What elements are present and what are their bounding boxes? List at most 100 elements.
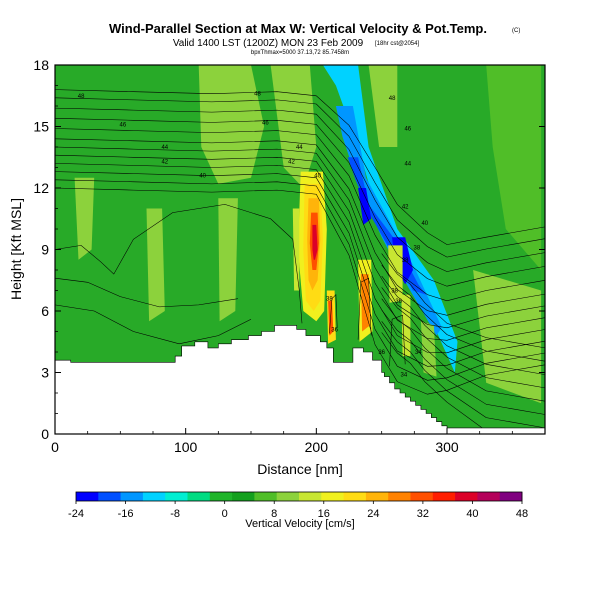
contour-label: 42 xyxy=(161,159,168,165)
contour-label: 48 xyxy=(389,96,396,102)
chart-subtitle: Valid 1400 LST (1200Z) MON 23 Feb 2009 xyxy=(173,38,364,49)
contour-label: 38 xyxy=(391,289,398,295)
field-patch xyxy=(270,65,317,188)
theta-contour xyxy=(357,277,372,340)
theta-contour xyxy=(55,128,545,302)
colorbar-tick-label: 24 xyxy=(367,508,379,520)
contour-label: 34 xyxy=(415,350,422,356)
x-axis: 0 100 200 300 xyxy=(51,428,513,455)
copyright-mark: (C) xyxy=(512,28,520,34)
contour-label: 42 xyxy=(402,204,409,210)
field-patch xyxy=(486,65,542,270)
y-tick-label: 3 xyxy=(41,365,49,381)
colorbar-swatch xyxy=(209,492,233,501)
theta-contour xyxy=(381,253,545,349)
theta-contour xyxy=(55,89,545,245)
colorbar-swatch xyxy=(321,492,344,501)
field-downdraft-core xyxy=(358,188,372,225)
colorbar-swatch xyxy=(232,492,255,501)
colorbar-swatch xyxy=(432,492,456,501)
colorbar-swatch xyxy=(343,492,367,501)
colorbar-swatch xyxy=(410,492,434,501)
field-updraft xyxy=(292,208,300,291)
field-downdraft xyxy=(335,106,442,336)
field-updraft xyxy=(388,245,403,303)
theta-contour xyxy=(55,277,238,308)
y-tick-label: 12 xyxy=(33,180,49,196)
colorbar-swatch xyxy=(455,492,478,501)
theta-contour xyxy=(55,204,303,324)
colorbar-swatch xyxy=(254,492,278,501)
y-tick-label: 18 xyxy=(33,57,49,73)
colorbar-swatch xyxy=(76,492,99,501)
terrain-mask xyxy=(55,325,545,434)
theta-contour xyxy=(55,107,545,272)
colorbar-swatch xyxy=(98,492,121,501)
colorbar-tick-label: 48 xyxy=(516,508,528,520)
contour-label: 48 xyxy=(78,94,85,100)
contour-label: 48 xyxy=(254,92,261,98)
colorbar-tick-label: -16 xyxy=(118,508,134,520)
colorbar: -24 -16 -8 0 8 16 24 32 40 48 xyxy=(68,491,528,520)
contour-label: 46 xyxy=(120,122,127,128)
colorbar-tick-label: 32 xyxy=(417,508,429,520)
contour-label: 36 xyxy=(378,350,385,356)
contour-label: 38 xyxy=(414,246,421,252)
field-patch xyxy=(218,198,238,322)
y-tick-label: 9 xyxy=(41,242,49,258)
contour-label: 44 xyxy=(404,161,411,167)
contour-label: 36 xyxy=(395,299,402,305)
colorbar-tick-label: 8 xyxy=(271,508,277,520)
contour-label: 46 xyxy=(262,120,269,126)
contour-label: 42 xyxy=(288,159,295,165)
chart-subtitle-line3: bpxThmax=5000 37.13,72 85.7458m xyxy=(251,50,349,56)
contour-label: 34 xyxy=(401,373,408,379)
plot-area: 48 48 48 46 46 46 44 44 44 42 42 42 40 40 40 38 38 38 38 36… xyxy=(55,65,545,434)
field-updraft xyxy=(420,321,437,377)
colorbar-swatch xyxy=(477,492,501,501)
colorbar-swatch xyxy=(142,492,166,501)
field-updraft-core xyxy=(312,224,318,260)
colorbar-tick-label: -8 xyxy=(170,508,180,520)
field-downdraft xyxy=(347,157,427,295)
x-tick-label: 100 xyxy=(174,439,198,455)
y-axis-label: Height [Kft MSL] xyxy=(8,198,24,300)
theta-contours xyxy=(55,89,545,434)
theta-contour xyxy=(55,163,545,354)
x-tick-label: 300 xyxy=(435,439,459,455)
colorbar-swatch xyxy=(276,492,300,501)
theta-contour xyxy=(55,118,545,287)
theta-contour xyxy=(329,293,338,334)
contour-label: 40 xyxy=(199,174,206,180)
contour-label: 38 xyxy=(326,297,333,303)
x-tick-label: 200 xyxy=(305,439,329,455)
y-tick-label: 15 xyxy=(33,119,49,135)
theta-contour xyxy=(381,287,545,389)
colorbar-swatch xyxy=(165,492,188,501)
theta-contour xyxy=(381,264,545,362)
colorbar-swatch xyxy=(120,492,144,501)
field-patch xyxy=(198,65,265,184)
contour-label: 44 xyxy=(161,145,168,151)
colorbar-swatch xyxy=(388,492,411,501)
field-patch xyxy=(146,208,165,322)
theta-contour xyxy=(381,275,545,375)
contour-label: 38 xyxy=(402,258,409,264)
colorbar-tick-label: -24 xyxy=(68,508,84,520)
colorbar-tick-label: 40 xyxy=(466,508,478,520)
contour-label: 40 xyxy=(314,174,321,180)
colorbar-swatch xyxy=(499,492,523,501)
theta-contour xyxy=(55,179,545,381)
theta-contour xyxy=(55,138,545,316)
theta-contour xyxy=(55,154,545,341)
colorbar-swatch xyxy=(299,492,322,501)
contour-label: 46 xyxy=(404,127,411,133)
theta-contour xyxy=(55,171,545,367)
chart-subtitle-forecast: [18hr cst@2054] xyxy=(375,41,419,47)
theta-contour xyxy=(381,321,545,429)
contour-labels: 48 48 48 46 46 46 44 44 44 42 42 42 40 40 40 38 38 38 38 36… xyxy=(78,92,429,379)
theta-contour xyxy=(389,314,406,367)
theta-contour xyxy=(381,298,545,402)
